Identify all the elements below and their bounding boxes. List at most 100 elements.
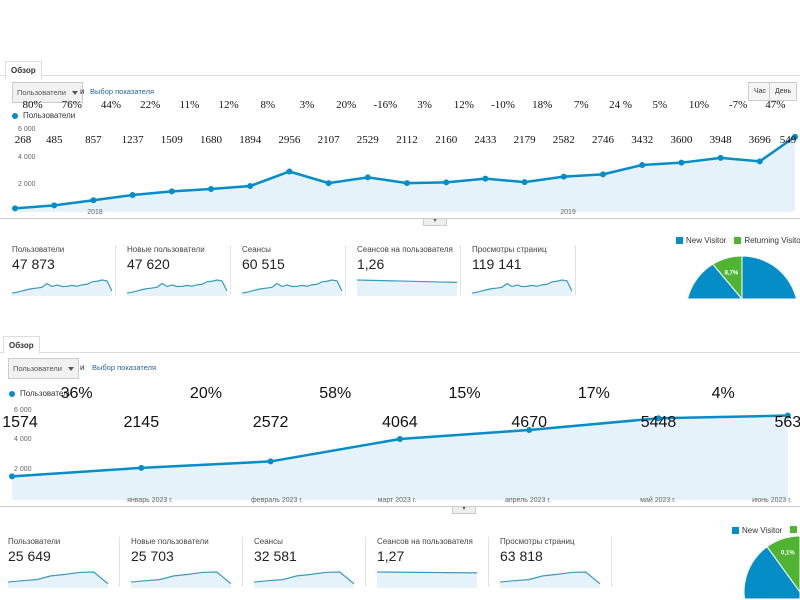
scorecard[interactable]: Сеансов на пользователя 1,26 xyxy=(357,245,461,296)
sparkline-fill xyxy=(472,280,572,296)
tab-divider xyxy=(0,75,800,76)
legend-new-visitor: New Visitor xyxy=(676,236,726,245)
data-point xyxy=(756,158,763,165)
collapse-chart-handle[interactable]: ▾ xyxy=(423,218,447,226)
growth-percent-label: 11% xyxy=(179,99,200,111)
growth-percent-label: 18% xyxy=(532,99,553,111)
growth-percent-label: 20% xyxy=(336,99,357,111)
scorecard-value: 119 141 xyxy=(472,256,522,272)
sparkline-fill xyxy=(131,572,231,588)
sparkline-chart xyxy=(377,571,477,588)
sparkline xyxy=(472,279,572,294)
growth-percent-label: 12% xyxy=(453,99,474,111)
choose-metric-link[interactable]: Выбор показателя xyxy=(92,363,157,372)
legend-label: Пользователи xyxy=(20,389,73,398)
scorecard-label: Сеансов на пользователя xyxy=(357,245,453,254)
growth-percent-label: 76% xyxy=(61,99,82,111)
data-point xyxy=(168,188,175,195)
sparkline xyxy=(12,279,112,294)
overview-panel-2023: Обзор Пользователи и Выбор показателя По… xyxy=(0,310,800,600)
scorecard[interactable]: Новые пользователи 25 703 xyxy=(131,537,243,588)
data-point xyxy=(12,205,18,212)
value-label: 1237 xyxy=(121,134,144,146)
y-tick: 6 000 xyxy=(14,407,32,414)
value-label: 2529 xyxy=(356,134,379,146)
scorecard-label: Пользователи xyxy=(8,537,61,546)
value-label: 1574 xyxy=(2,414,38,431)
scorecard-value: 47 620 xyxy=(127,256,170,272)
x-label: март 2023 г. xyxy=(377,497,417,504)
chart-bottom-border xyxy=(0,506,800,507)
data-point xyxy=(138,464,145,471)
value-label: 3600 xyxy=(670,134,693,146)
legend-returning-visitor: Returning Visitor xyxy=(734,236,800,245)
data-point xyxy=(560,173,567,180)
data-point xyxy=(678,159,685,166)
growth-percent-label: 44% xyxy=(100,99,122,111)
sparkline-chart xyxy=(127,279,227,296)
value-label: 2582 xyxy=(552,134,575,146)
data-point xyxy=(267,458,274,465)
data-point xyxy=(784,412,791,419)
scorecard[interactable]: Сеансов на пользователя 1,27 xyxy=(377,537,489,588)
value-label: 857 xyxy=(85,134,102,146)
metric-dropdown[interactable]: Пользователи xyxy=(8,358,79,379)
metric-dropdown-label: Пользователи xyxy=(17,88,66,97)
sparkline-fill xyxy=(254,572,354,588)
data-point xyxy=(792,133,798,140)
hour-button[interactable]: Час xyxy=(748,82,773,101)
scorecard[interactable]: Новые пользователи 47 620 xyxy=(127,245,231,296)
sparkline-fill xyxy=(12,280,112,296)
data-point xyxy=(600,171,606,178)
sparkline-fill xyxy=(8,572,108,588)
chart-bottom-border xyxy=(0,218,800,219)
scorecard[interactable]: Просмотры страниц 119 141 xyxy=(472,245,576,296)
scorecard[interactable]: Сеансы 32 581 xyxy=(254,537,366,588)
scorecard[interactable]: Сеансы 60 515 xyxy=(242,245,346,296)
scorecard[interactable]: Пользователи 25 649 xyxy=(8,537,120,588)
growth-percent-label: 58% xyxy=(319,385,352,402)
growth-percent-label: -16% xyxy=(373,99,398,111)
scorecard-value: 25 703 xyxy=(131,548,174,564)
growth-percent-label: -7% xyxy=(729,99,748,111)
choose-metric-link[interactable]: Выбор показателя xyxy=(90,87,155,96)
growth-percent-label: 7% xyxy=(574,99,589,111)
value-label: 4670 xyxy=(511,414,547,431)
tab-overview[interactable]: Обзор xyxy=(5,61,42,79)
chevron-down-icon xyxy=(67,366,74,371)
value-label: 268 xyxy=(14,134,32,146)
growth-percent-label: 22% xyxy=(140,99,161,111)
growth-percent-label: 20% xyxy=(189,385,222,402)
tab-overview[interactable]: Обзор xyxy=(3,336,40,354)
users-line-chart xyxy=(12,133,798,212)
legend-label: New Visitor xyxy=(686,236,727,245)
chevron-down-icon xyxy=(71,90,78,95)
scorecard-label: Сеансов на пользователя xyxy=(377,537,473,546)
metric-dropdown[interactable]: Пользователи xyxy=(12,82,83,103)
sparkline-chart xyxy=(357,279,457,296)
y-tick: 2 000 xyxy=(18,181,36,188)
value-label: 2145 xyxy=(123,414,160,431)
y-tick: 4 000 xyxy=(18,154,36,161)
day-button[interactable]: День xyxy=(769,82,798,101)
growth-percent-label: 10% xyxy=(688,99,710,111)
value-label: 2112 xyxy=(396,134,418,146)
growth-percent-label: 12% xyxy=(218,99,239,111)
data-point xyxy=(247,183,254,190)
data-point xyxy=(208,185,214,192)
y-tick: 4 000 xyxy=(14,436,32,443)
sparkline-chart xyxy=(12,279,112,296)
x-label: апрель 2023 г. xyxy=(504,497,552,504)
scorecard[interactable]: Пользователи 47 873 xyxy=(12,245,116,296)
metric-dropdown-label: Пользователи xyxy=(13,364,62,373)
data-point xyxy=(639,161,646,168)
scorecard[interactable]: Просмотры страниц 63 818 xyxy=(500,537,612,588)
value-label: 2179 xyxy=(513,134,536,146)
y-tick: 2 000 xyxy=(14,466,32,473)
growth-percent-label: 47% xyxy=(765,99,786,111)
collapse-chart-handle[interactable]: ▾ xyxy=(452,506,476,514)
scorecard-label: Сеансы xyxy=(242,245,271,254)
value-label: 549 xyxy=(779,134,797,146)
growth-percent-label: 36% xyxy=(60,385,93,402)
new-visitor-swatch-icon xyxy=(732,527,739,534)
